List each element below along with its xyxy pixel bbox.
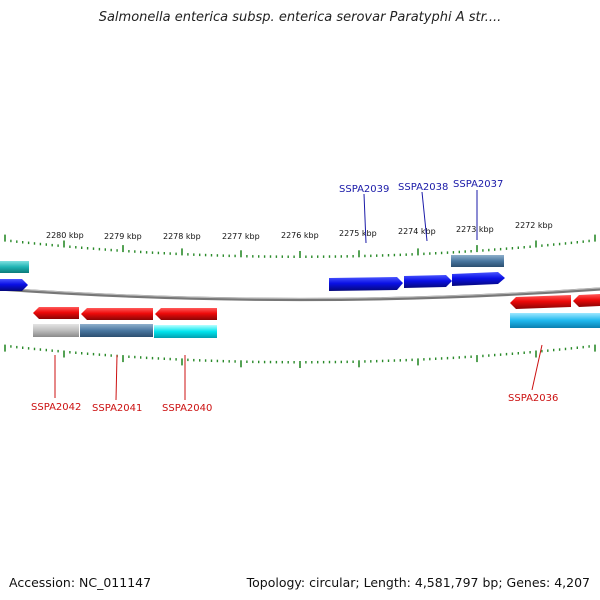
gene-arrow-sspa2036[interactable] (510, 295, 571, 309)
gene-arrow-sspa2037[interactable] (452, 272, 505, 286)
gene-arrow-sspa2039[interactable] (329, 277, 403, 291)
scale-label: 2277 kbp (222, 232, 260, 241)
genome-backbone (0, 287, 600, 302)
scale-label: 2278 kbp (163, 232, 201, 241)
gene-label-sspa2042[interactable]: SSPA2042 (31, 402, 81, 413)
gene-label-sspa2038[interactable]: SSPA2038 (398, 182, 448, 193)
genome-summary: Topology: circular; Length: 4,581,797 bp… (246, 575, 590, 590)
scale-label: 2279 kbp (104, 232, 142, 241)
gene-block[interactable] (33, 324, 79, 337)
gene-label-sspa2041[interactable]: SSPA2041 (92, 403, 142, 414)
gene-label-sspa2036[interactable]: SSPA2036 (508, 393, 558, 404)
scale-label: 2272 kbp (515, 221, 553, 230)
gene-label-sspa2040[interactable]: SSPA2040 (162, 403, 212, 414)
scale-ticks-outer (4, 234, 596, 258)
scale-label: 2276 kbp (281, 231, 319, 240)
reverse-genes (33, 294, 600, 338)
scale-label: 2274 kbp (398, 227, 436, 236)
label-leaders (54, 190, 543, 401)
map-title: Salmonella enterica subsp. enterica sero… (98, 10, 502, 25)
gene-arrow-sspa2041[interactable] (81, 308, 153, 320)
scale-label: 2273 kbp (456, 225, 494, 234)
gene-arrow-sspa2040[interactable] (155, 308, 217, 320)
gene-arrow[interactable] (573, 294, 600, 307)
scale-labels: 2280 kbp 2279 kbp 2278 kbp 2277 kbp 2276… (46, 221, 553, 241)
gene-label-sspa2037[interactable]: SSPA2037 (453, 179, 503, 190)
scale-label: 2275 kbp (339, 229, 377, 238)
forward-genes (0, 255, 505, 291)
gene-block[interactable] (0, 261, 29, 273)
gene-block[interactable] (510, 313, 600, 328)
scale-label: 2280 kbp (46, 231, 84, 240)
gene-arrow-sspa2042[interactable] (33, 307, 79, 319)
gene-label-sspa2039[interactable]: SSPA2039 (339, 184, 389, 195)
accession-label: Accession: NC_011147 (9, 575, 152, 590)
gene-block[interactable] (80, 324, 153, 337)
gene-block[interactable] (451, 255, 504, 267)
gene-arrow-sspa2038[interactable] (404, 275, 452, 288)
scale-ticks-inner (4, 344, 596, 368)
gene-block[interactable] (154, 325, 217, 338)
gene-arrow[interactable] (0, 279, 28, 291)
